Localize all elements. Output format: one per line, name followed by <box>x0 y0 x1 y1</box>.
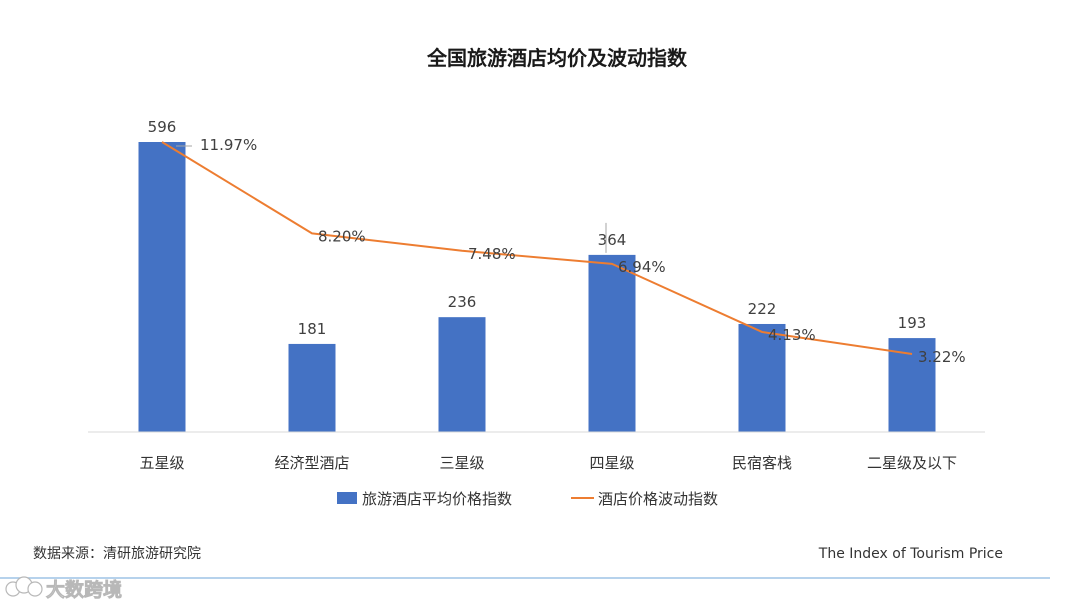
line-value-label: 3.22% <box>918 348 966 366</box>
line-value-label: 4.13% <box>768 326 816 344</box>
category-label: 经济型酒店 <box>274 454 349 472</box>
category-label: 三星级 <box>439 454 484 472</box>
legend: 旅游酒店平均价格指数 酒店价格波动指数 <box>337 490 718 508</box>
data-labels: 596 181 236 364 222 193 11.97% 8.20% 7.48% 6.94% 4… <box>148 118 966 366</box>
bar-series <box>138 142 936 432</box>
bar-value-label: 364 <box>598 231 627 249</box>
source-note: 数据来源：清研旅游研究院 <box>33 546 201 562</box>
legend-line-label: 酒店价格波动指数 <box>598 490 718 508</box>
line-value-label: 8.20% <box>318 227 366 245</box>
category-label: 民宿客栈 <box>732 454 792 472</box>
bar-value-label: 181 <box>298 320 327 338</box>
bar-value-label: 222 <box>748 300 777 318</box>
legend-bar-swatch <box>337 492 357 504</box>
bar-value-label: 193 <box>898 314 927 332</box>
bar-value-label: 236 <box>448 293 477 311</box>
bar <box>738 323 786 432</box>
line-value-label: 11.97% <box>200 136 257 154</box>
category-label: 四星级 <box>589 454 634 472</box>
category-label: 二星级及以下 <box>867 454 957 472</box>
bar <box>438 317 486 432</box>
legend-bar-label: 旅游酒店平均价格指数 <box>362 490 512 508</box>
cloud-logo-icon <box>5 576 43 597</box>
bar-value-label: 596 <box>148 118 177 136</box>
watermark: 大数跨境 <box>5 576 122 601</box>
watermark-text: 大数跨境 <box>46 578 122 601</box>
bar <box>588 254 636 432</box>
line-value-label: 7.48% <box>468 245 516 263</box>
line-value-label: 6.94% <box>618 258 666 276</box>
category-label: 五星级 <box>139 454 184 472</box>
category-labels: 五星级 经济型酒店 三星级 四星级 民宿客栈 二星级及以下 <box>139 454 957 472</box>
chart-title: 全国旅游酒店均价及波动指数 <box>426 46 688 70</box>
line-path <box>161 141 913 355</box>
bar <box>288 343 336 432</box>
line-series <box>161 141 913 355</box>
bar <box>138 142 186 432</box>
footer-caption: The Index of Tourism Price <box>818 546 1003 562</box>
